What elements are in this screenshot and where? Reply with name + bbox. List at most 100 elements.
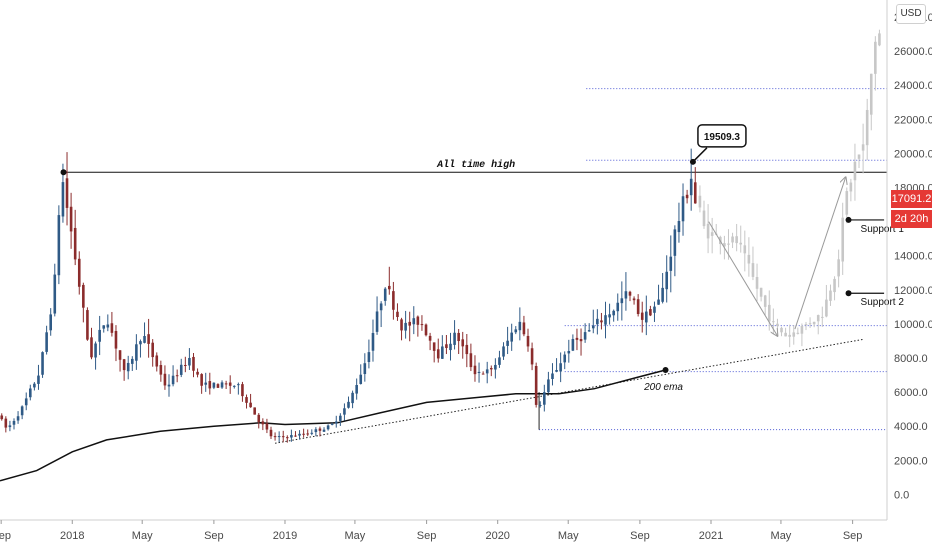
candle-body bbox=[469, 353, 473, 368]
candle-body bbox=[355, 385, 358, 394]
candle-body bbox=[37, 375, 40, 384]
candle-body bbox=[106, 324, 110, 328]
candle-body bbox=[249, 402, 252, 408]
projection-bar-body bbox=[796, 332, 800, 334]
last-price-badge: 17091.2 bbox=[891, 190, 932, 208]
candle-body bbox=[69, 206, 73, 232]
candle-body bbox=[294, 435, 297, 437]
candle-body bbox=[498, 357, 501, 365]
candle-body bbox=[306, 433, 310, 435]
candle-body bbox=[457, 332, 460, 342]
candle-body bbox=[579, 339, 583, 342]
candle-body bbox=[412, 318, 416, 325]
candle-body bbox=[481, 373, 485, 375]
price-tick-label: 14000.0 bbox=[894, 251, 932, 263]
price-tick-label: 8000.0 bbox=[894, 353, 928, 365]
support-1-marker bbox=[845, 216, 852, 223]
ath-label: All time high bbox=[436, 159, 515, 171]
projection-bar-body bbox=[849, 182, 853, 192]
candle-body bbox=[530, 348, 534, 365]
candle-body bbox=[49, 314, 53, 331]
candle-body bbox=[310, 432, 314, 434]
candle-body bbox=[318, 428, 322, 431]
candle-body bbox=[408, 321, 411, 326]
projection-bar-body bbox=[759, 287, 763, 297]
projection-bar-body bbox=[857, 154, 861, 159]
candle-body bbox=[428, 335, 432, 341]
candle-body bbox=[192, 356, 195, 371]
peak-callout-label: 19509.3 bbox=[704, 132, 741, 143]
time-tick-label: Sep bbox=[630, 530, 650, 542]
projection-bar-body bbox=[723, 243, 726, 247]
projection-bar-body bbox=[800, 325, 804, 334]
candle-body bbox=[216, 384, 220, 388]
ath-marker bbox=[60, 169, 67, 176]
projection-bar-body bbox=[816, 315, 820, 322]
price-tick-label: 12000.0 bbox=[894, 285, 932, 297]
candle-body bbox=[4, 418, 8, 428]
candle-body bbox=[543, 392, 546, 405]
price-tick-label: 4000.0 bbox=[894, 421, 928, 433]
candle-body bbox=[343, 408, 346, 415]
support-2-label: Support 2 bbox=[861, 297, 905, 308]
candle-body bbox=[608, 314, 611, 318]
projection-bar-body bbox=[776, 323, 779, 327]
candle-body bbox=[277, 436, 281, 438]
candle-body bbox=[171, 375, 175, 385]
candle-body bbox=[102, 325, 106, 329]
currency-button[interactable]: USD bbox=[896, 4, 926, 24]
projection-bar-body bbox=[821, 316, 824, 318]
candle-body bbox=[461, 339, 465, 347]
candle-body bbox=[526, 335, 530, 347]
candle-body bbox=[640, 312, 644, 320]
projection-bar-body bbox=[829, 290, 832, 301]
projection-bar-body bbox=[735, 236, 738, 244]
projection-bar-body bbox=[804, 324, 808, 326]
ema-200-line bbox=[0, 369, 666, 482]
candle-body bbox=[392, 291, 395, 310]
projection-bar-body bbox=[763, 295, 767, 307]
candle-body bbox=[534, 365, 538, 405]
time-tick-label: May bbox=[771, 530, 792, 542]
candle-body bbox=[175, 375, 179, 377]
projection-bar-body bbox=[869, 73, 873, 115]
candle-body bbox=[281, 436, 285, 438]
price-tick-label: 6000.0 bbox=[894, 387, 928, 399]
candle-body bbox=[265, 423, 269, 430]
candle-body bbox=[575, 337, 579, 340]
candle-body bbox=[441, 346, 444, 359]
candle-body bbox=[445, 344, 448, 349]
candle-body bbox=[432, 342, 436, 351]
candle-body bbox=[591, 325, 595, 329]
candle-body bbox=[632, 298, 636, 301]
price-tick-label: 24000.0 bbox=[894, 80, 932, 92]
candle-body bbox=[388, 285, 391, 290]
projection-bar-body bbox=[747, 254, 751, 264]
candle-body bbox=[16, 416, 20, 421]
candle-body bbox=[657, 299, 660, 305]
projection-bar-body bbox=[853, 161, 857, 181]
candle-body bbox=[681, 196, 685, 222]
candle-body bbox=[416, 316, 420, 325]
candle-body bbox=[477, 371, 481, 374]
candle-body bbox=[118, 350, 122, 360]
projection-bar-body bbox=[837, 259, 840, 277]
candle-body bbox=[379, 303, 383, 311]
candle-body bbox=[689, 178, 693, 196]
candle-body bbox=[453, 332, 456, 345]
candle-body bbox=[135, 344, 138, 361]
projection-bars bbox=[698, 29, 881, 348]
candle-body bbox=[73, 227, 77, 260]
candle-body bbox=[61, 182, 65, 217]
candle-body bbox=[228, 382, 232, 386]
price-tick-label: 26000.0 bbox=[894, 46, 932, 58]
candle-body bbox=[559, 363, 562, 372]
candle-body bbox=[645, 311, 648, 323]
projection-bar-body bbox=[865, 109, 869, 146]
candle-body bbox=[494, 364, 497, 370]
candle-body bbox=[375, 311, 379, 332]
candle-body bbox=[424, 324, 428, 336]
arrow-down bbox=[708, 221, 778, 336]
candle-body bbox=[587, 330, 591, 332]
